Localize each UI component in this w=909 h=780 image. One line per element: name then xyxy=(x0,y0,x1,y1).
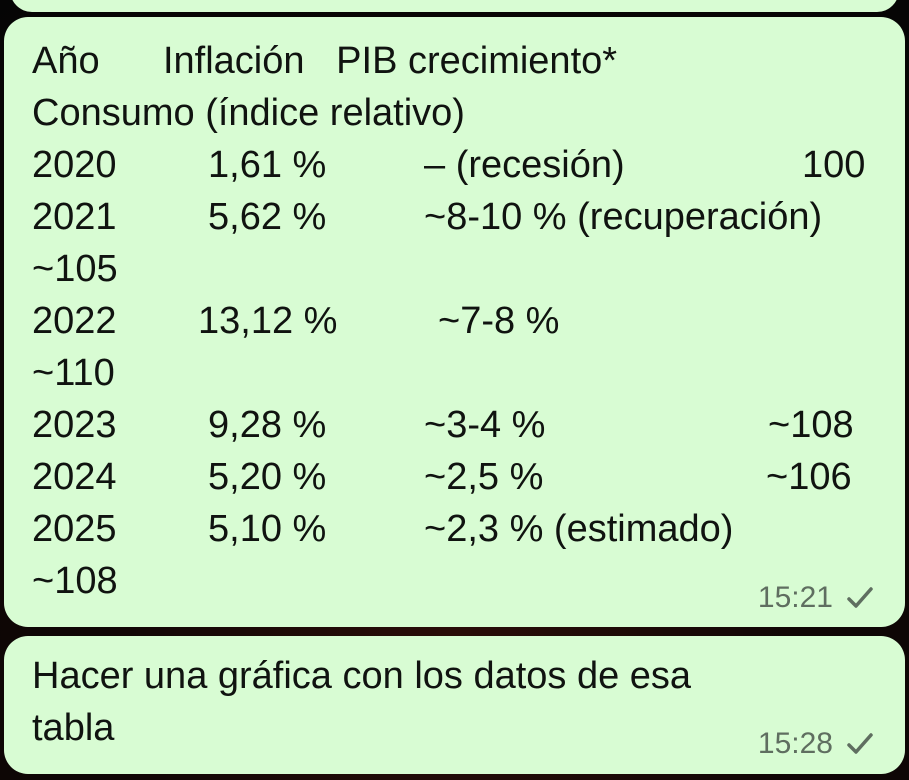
gdp-cell: ~8-10 % (recuperación) xyxy=(424,196,823,238)
inflation-cell: 9,28 % xyxy=(208,404,327,446)
inflation-cell: 5,10 % xyxy=(208,508,327,550)
consumption-cell: ~110 xyxy=(32,352,115,394)
table-row-wrap: ~108 xyxy=(32,555,892,607)
previous-message-bubble[interactable] xyxy=(10,0,899,12)
year-cell: 2021 xyxy=(32,196,117,238)
inflation-cell: 13,12 % xyxy=(198,300,338,342)
message-meta: 15:21 xyxy=(758,578,877,618)
message-text-line-2: tabla xyxy=(32,707,115,749)
gdp-cell: ~2,3 % (estimado) xyxy=(424,508,734,550)
gdp-cell: – (recesión) xyxy=(424,144,625,186)
table-header-line-1: Año Inflación PIB crecimiento* xyxy=(32,40,618,82)
table-row: 2022 13,12 % ~7-8 % xyxy=(32,295,892,347)
consumption-cell: ~108 xyxy=(32,560,118,602)
message-time: 15:21 xyxy=(757,581,833,614)
table-row-wrap: ~110 xyxy=(32,347,892,399)
table-row: 2024 5,20 % ~2,5 % ~106 xyxy=(32,451,892,503)
message-bubble-table[interactable]: Año Inflación PIB crecimiento* Consumo (… xyxy=(4,17,905,627)
year-cell: 2023 xyxy=(32,404,117,446)
message-bubble-request[interactable]: Hacer una gráfica con los datos de esa t… xyxy=(4,636,905,774)
table-row: 2025 5,10 % ~2,3 % (estimado) xyxy=(32,503,892,555)
year-cell: 2022 xyxy=(32,300,117,342)
message-meta: 15:28 xyxy=(758,724,877,764)
table-row: 2021 5,62 % ~8-10 % (recuperación) xyxy=(32,191,892,243)
inflation-cell: 1,61 % xyxy=(208,144,327,186)
consumption-cell: ~106 xyxy=(766,456,852,498)
message-text-line-1: Hacer una gráfica con los datos de esa xyxy=(32,655,692,697)
consumption-cell: 100 xyxy=(802,144,866,186)
table-row: 2020 1,61 % – (recesión) 100 xyxy=(32,139,892,191)
year-cell: 2025 xyxy=(32,508,117,550)
gdp-cell: ~7-8 % xyxy=(438,300,560,342)
message-time: 15:28 xyxy=(757,727,833,760)
sent-check-icon xyxy=(843,727,877,761)
year-cell: 2020 xyxy=(32,144,117,186)
year-cell: 2024 xyxy=(32,456,117,498)
consumption-cell: ~105 xyxy=(32,248,118,290)
consumption-cell: ~108 xyxy=(768,404,854,446)
table-row-wrap: ~105 xyxy=(32,243,892,295)
gdp-cell: ~2,5 % xyxy=(424,456,544,498)
table-row: 2023 9,28 % ~3-4 % ~108 xyxy=(32,399,892,451)
inflation-cell: 5,62 % xyxy=(208,196,327,238)
inflation-cell: 5,20 % xyxy=(208,456,327,498)
table-header-line-2: Consumo (índice relativo) xyxy=(32,92,465,134)
sent-check-icon xyxy=(843,581,877,615)
gdp-cell: ~3-4 % xyxy=(424,404,546,446)
